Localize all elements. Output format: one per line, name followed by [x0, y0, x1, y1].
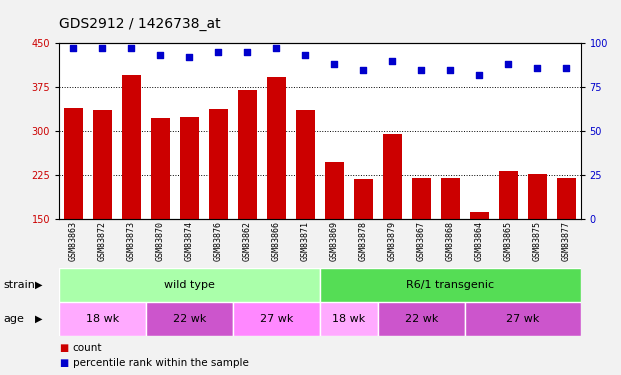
Bar [465, 302, 581, 336]
Bar [556, 178, 576, 219]
Point [155, 53, 165, 58]
Text: 27 wk: 27 wk [260, 314, 293, 324]
Bar [320, 302, 378, 336]
Text: count: count [73, 343, 102, 353]
Point [68, 45, 78, 51]
Text: 22 wk: 22 wk [404, 314, 438, 324]
Point [301, 53, 310, 58]
Text: GSM83874: GSM83874 [185, 221, 194, 261]
Point [184, 54, 194, 60]
Text: GSM83867: GSM83867 [417, 221, 426, 261]
Bar [378, 302, 465, 336]
Text: 18 wk: 18 wk [86, 314, 119, 324]
Point [388, 58, 397, 64]
Text: ▶: ▶ [35, 314, 42, 324]
Bar [499, 171, 518, 219]
Text: GSM83869: GSM83869 [330, 221, 339, 261]
Text: GSM83878: GSM83878 [359, 221, 368, 261]
Bar [528, 174, 546, 219]
Text: GSM83863: GSM83863 [69, 221, 78, 261]
Bar [146, 302, 233, 336]
Bar [238, 90, 256, 219]
Point [532, 65, 542, 71]
Text: ▶: ▶ [35, 280, 42, 290]
Text: GSM83865: GSM83865 [504, 221, 513, 261]
Text: GSM83866: GSM83866 [272, 221, 281, 261]
Text: wild type: wild type [164, 280, 215, 290]
Bar [151, 118, 170, 219]
Bar [325, 162, 344, 219]
Point [445, 67, 455, 73]
Text: GSM83877: GSM83877 [561, 221, 571, 261]
Bar [296, 110, 315, 219]
Text: GSM83879: GSM83879 [388, 221, 397, 261]
Text: GSM83868: GSM83868 [446, 221, 455, 261]
Text: GDS2912 / 1426738_at: GDS2912 / 1426738_at [59, 17, 220, 31]
Bar [267, 76, 286, 219]
Text: 27 wk: 27 wk [506, 314, 540, 324]
Text: age: age [3, 314, 24, 324]
Text: ■: ■ [59, 358, 68, 368]
Point [127, 45, 137, 51]
Bar [412, 178, 431, 219]
Text: ■: ■ [59, 343, 68, 353]
Text: GSM83872: GSM83872 [98, 221, 107, 261]
Point [242, 49, 252, 55]
Bar [122, 75, 141, 219]
Bar [64, 108, 83, 219]
Text: GSM83871: GSM83871 [301, 221, 310, 261]
Text: GSM83876: GSM83876 [214, 221, 223, 261]
Bar [93, 110, 112, 219]
Bar [469, 212, 489, 219]
Bar [59, 302, 146, 336]
Bar [209, 109, 228, 219]
Point [214, 49, 224, 55]
Point [97, 45, 107, 51]
Point [561, 65, 571, 71]
Bar [354, 179, 373, 219]
Point [329, 61, 339, 67]
Text: GSM83873: GSM83873 [127, 221, 136, 261]
Text: GSM83864: GSM83864 [474, 221, 484, 261]
Text: GSM83870: GSM83870 [156, 221, 165, 261]
Bar [320, 268, 581, 302]
Point [503, 61, 513, 67]
Text: 22 wk: 22 wk [173, 314, 206, 324]
Text: 18 wk: 18 wk [332, 314, 365, 324]
Bar [59, 268, 320, 302]
Bar [441, 178, 460, 219]
Bar [383, 134, 402, 219]
Text: R6/1 transgenic: R6/1 transgenic [406, 280, 494, 290]
Point [474, 72, 484, 78]
Text: percentile rank within the sample: percentile rank within the sample [73, 358, 248, 368]
Bar [180, 117, 199, 219]
Point [358, 67, 368, 73]
Point [271, 45, 281, 51]
Bar [233, 302, 320, 336]
Point [416, 67, 426, 73]
Text: GSM83862: GSM83862 [243, 221, 252, 261]
Text: strain: strain [3, 280, 35, 290]
Text: GSM83875: GSM83875 [533, 221, 542, 261]
